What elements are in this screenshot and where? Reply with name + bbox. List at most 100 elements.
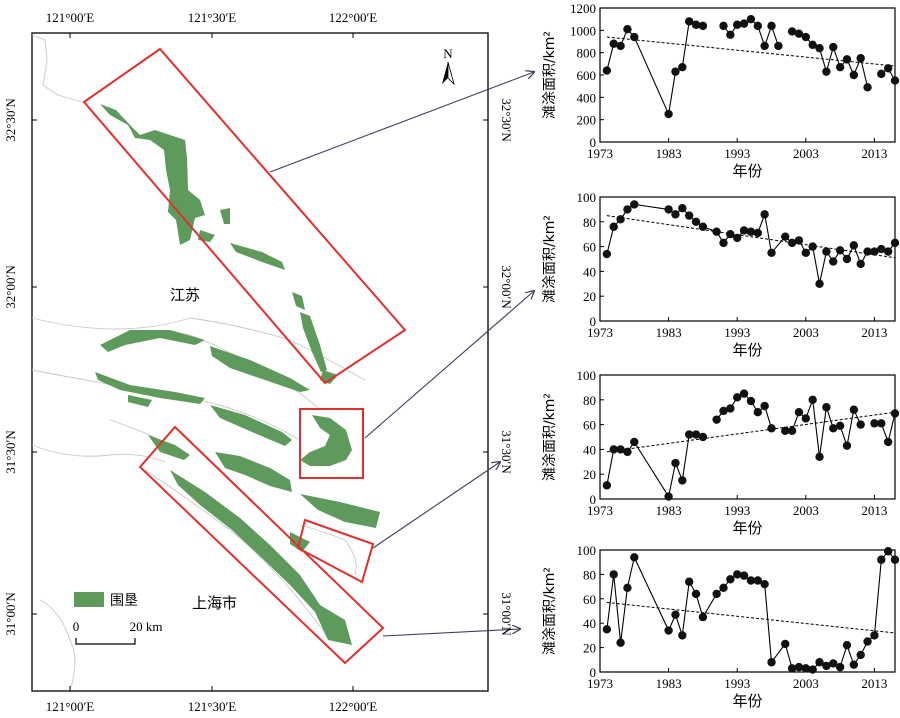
data-point [753,576,762,585]
lon-label: 122°00′E [329,10,378,25]
x-tick-label: 2003 [793,503,819,518]
lon-labels-top: 121°00′E 121°30′E 122°00′E [46,10,378,25]
data-point [870,247,879,256]
data-point [733,393,742,402]
data-point [870,631,879,640]
data-point [664,626,673,635]
data-point [801,664,811,673]
data-point [691,217,701,226]
lon-label: 121°30′E [188,699,237,714]
chart-1: 0 200 400 600 800 1000 1200 1973 1983 1993 2003 201… [542,1,900,180]
data-point [698,21,708,31]
x-tick-label: 1983 [656,146,682,161]
data-point [609,39,618,48]
data-point [863,83,872,92]
data-point [698,222,708,231]
x-tick-label: 2013 [861,503,887,518]
data-point [671,458,680,468]
data-point [760,210,769,219]
north-label: N [443,46,453,61]
trend-line [606,601,896,634]
data-point [835,246,845,255]
chart-3: 0 20 40 60 80 100 1973 1983 1993 2003 2013 年份 滩涂面积/k… [542,368,900,537]
data-point [739,226,749,235]
lat-label: 32°30′N [3,98,18,142]
data-point [712,415,721,424]
data-point [664,109,673,119]
data-point [856,259,865,269]
data-point [877,244,886,254]
y-tick-label: 80 [583,393,596,408]
data-point [733,233,742,243]
data-point [719,406,728,416]
data-point [822,247,831,256]
y-tick-label: 20 [583,641,596,656]
y-tick-label: 20 [583,289,596,304]
lat-labels-left: 32°30′N 32°00′N 31°30′N 31°00′N [3,98,18,636]
data-point [616,41,625,51]
x-tick-label: 1973 [587,676,613,691]
data-point [794,29,804,38]
data-point [794,408,804,417]
data-point [616,638,625,647]
x-tick-label: 1973 [587,503,613,518]
data-point [609,570,618,579]
y-tick-label: 0 [590,665,597,680]
data-point [726,230,735,239]
data-point [808,242,817,251]
data-point [753,408,762,417]
y-tick-label: 80 [583,215,596,230]
y-tick-label: 40 [583,264,596,279]
data-point [787,238,797,248]
x-tick-label: 1993 [724,146,750,161]
y-tick-label: 200 [577,113,597,128]
data-point [733,20,742,29]
data-point [698,432,708,442]
data-point [883,437,893,447]
trend-line [606,411,896,453]
data-point [801,248,811,257]
data-point [829,424,838,433]
data-point [801,414,811,423]
data-point [726,404,735,413]
data-point [829,42,838,52]
box-hengsha [296,518,375,584]
data-point [746,227,756,236]
map-ticks [32,33,488,691]
y-tick-label: 40 [583,616,596,631]
x-tick-label: 1993 [724,676,750,691]
data-point [870,419,879,428]
lon-label: 122°00′E [329,699,378,714]
data-point [890,76,900,85]
x-tick-label: 2003 [793,325,819,340]
province-label: 江苏 [170,286,200,304]
data-point [801,32,811,42]
scale-label-start: 0 [73,619,80,634]
lon-label: 121°00′E [46,10,95,25]
data-point [623,205,632,214]
data-point [760,41,769,51]
y-tick-label: 80 [583,567,596,582]
chart-2: 0 20 40 60 80 100 1973 1983 1993 2003 2013 年份 滩涂面积/k… [542,190,900,359]
data-point [835,62,845,72]
lat-label: 32°00′N [3,265,18,309]
data-point [616,215,625,224]
x-tick-label: 1973 [587,325,613,340]
data-point [719,238,728,248]
data-point [877,419,886,428]
y-tick-label: 40 [583,442,596,457]
legend: 围垦 [74,592,138,609]
data-point [678,631,687,640]
data-point [794,662,804,672]
x-axis-label: 年份 [732,692,762,710]
data-point [630,200,639,209]
x-tick-label: 1993 [724,503,750,518]
trend-line [606,215,896,259]
data-point [684,577,694,586]
data-point [684,211,694,220]
x-axis-label: 年份 [732,162,762,180]
data-point [678,476,687,485]
data-point [698,612,708,622]
data-point [822,661,831,671]
lon-labels-bottom: 121°00′E 121°30′E 122°00′E [46,699,378,714]
